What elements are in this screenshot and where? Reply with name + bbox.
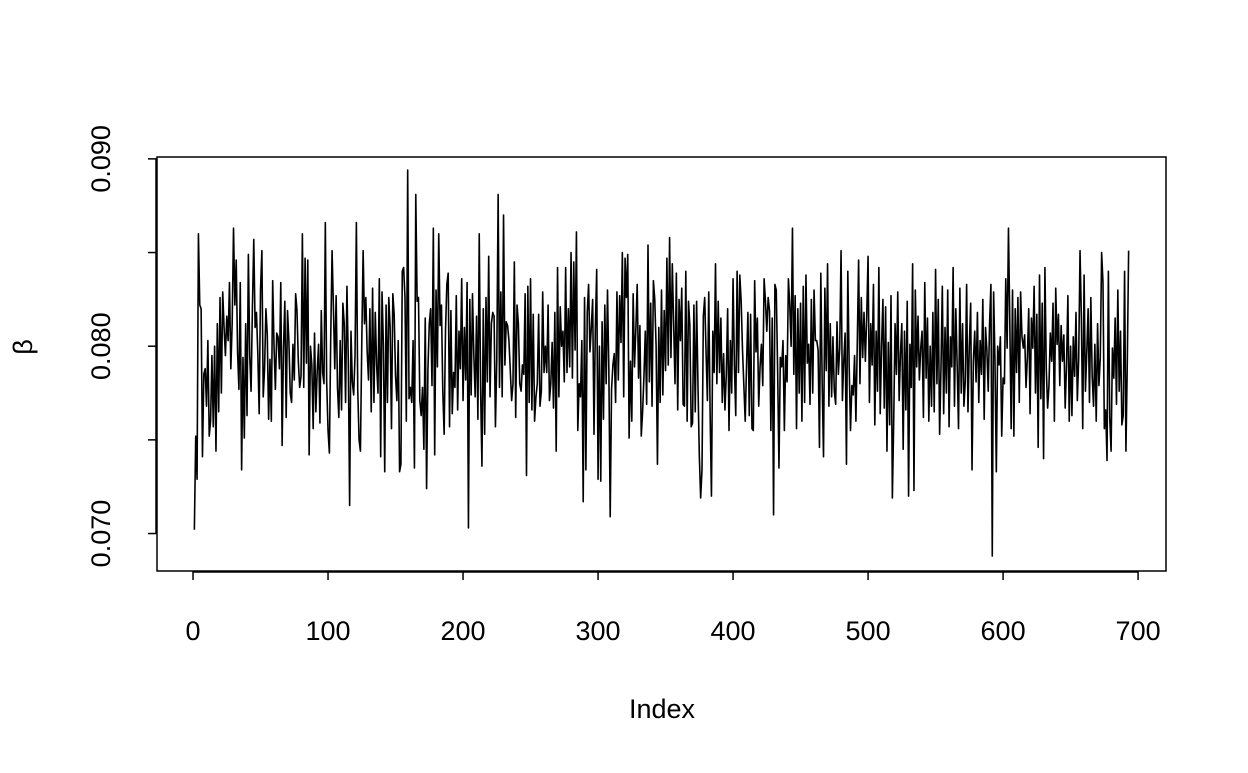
- x-tick-label: 200: [441, 616, 486, 646]
- x-axis-label: Index: [629, 694, 696, 724]
- data-line: [193, 169, 1130, 557]
- y-tick-label: 0.070: [86, 500, 116, 568]
- plot-box: [156, 156, 1167, 572]
- x-tick-label: 600: [981, 616, 1026, 646]
- x-tick-label: 0: [186, 616, 201, 646]
- x-tick-label: 700: [1116, 616, 1161, 646]
- x-tick-label: 400: [711, 616, 756, 646]
- y-tick-label: 0.080: [86, 312, 116, 380]
- x-tick-label: 300: [576, 616, 621, 646]
- y-axis-label: β: [8, 339, 38, 355]
- x-tick-label: 500: [846, 616, 891, 646]
- y-tick-label: 0.090: [86, 125, 116, 193]
- x-tick-label: 100: [305, 616, 350, 646]
